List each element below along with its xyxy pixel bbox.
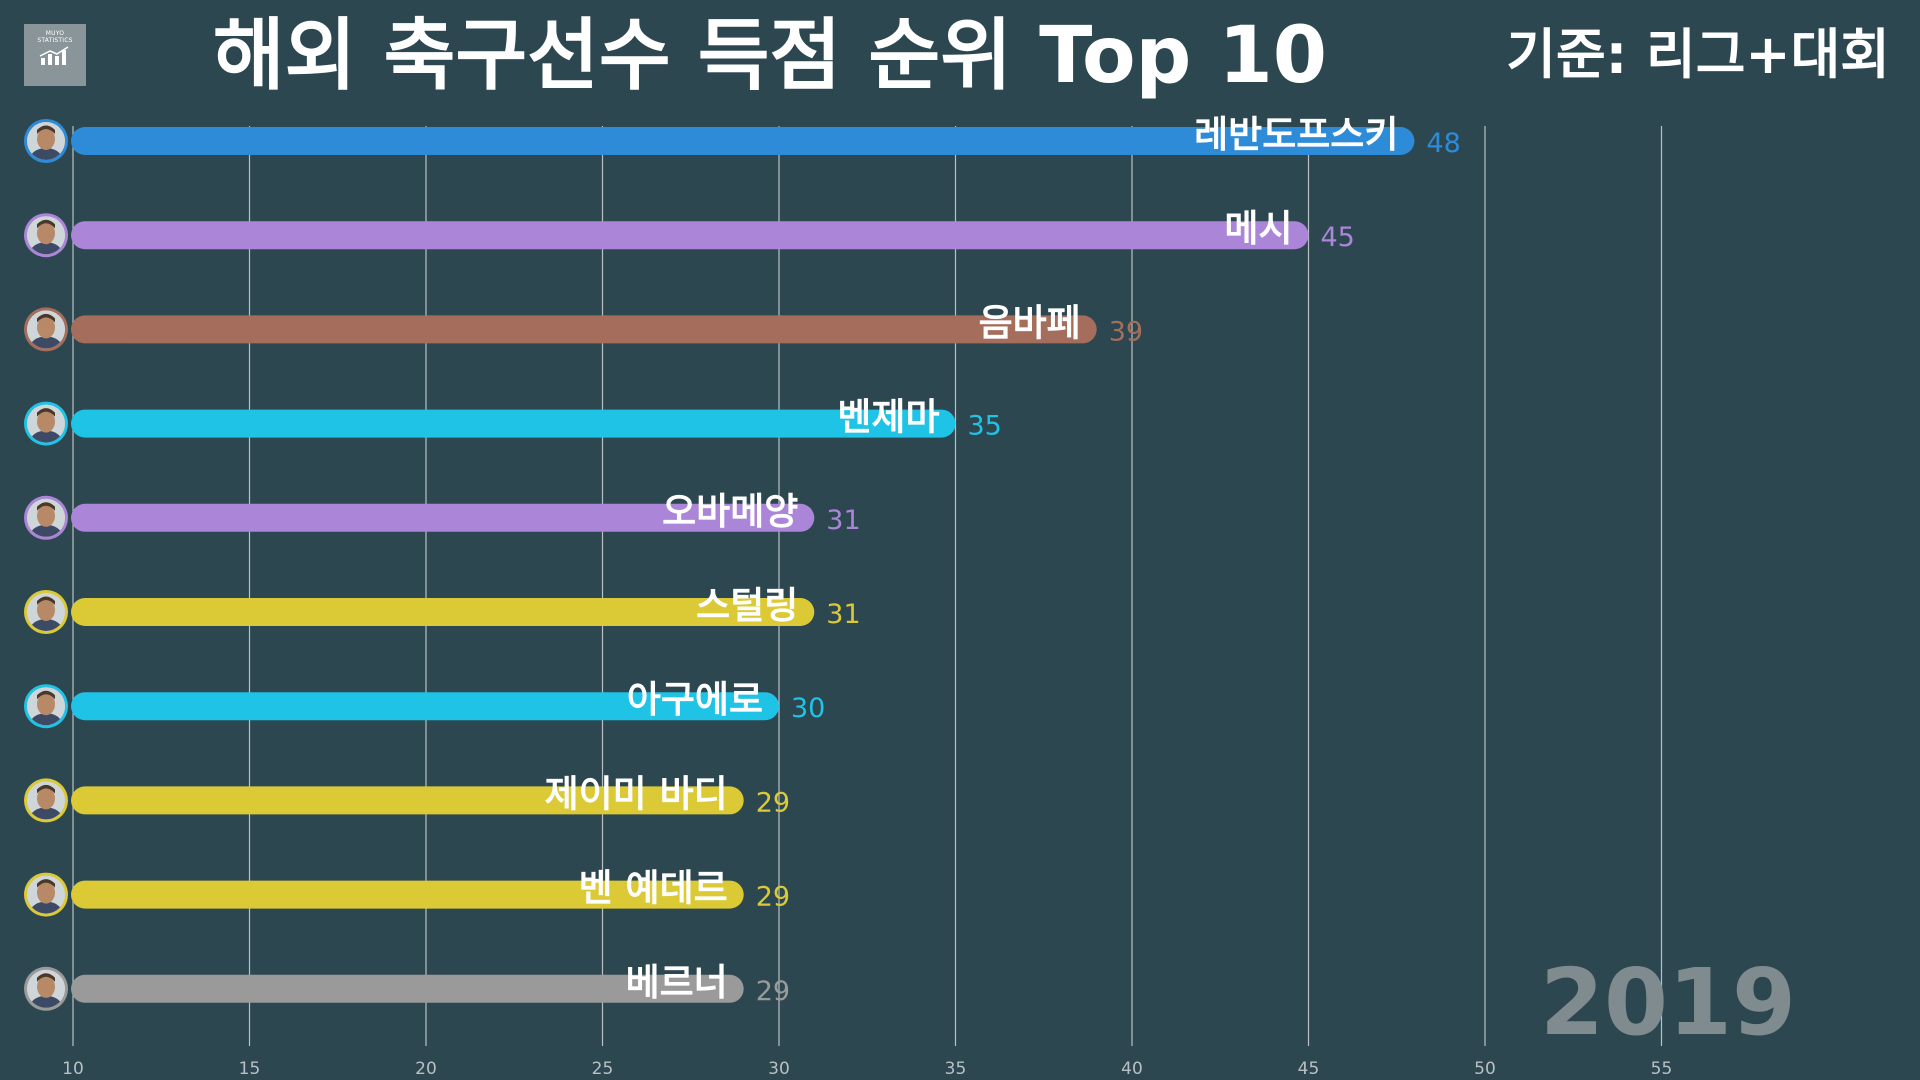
- bar-chart-icon: [39, 46, 69, 65]
- bar: [71, 692, 779, 721]
- bar: [71, 503, 815, 532]
- chart-title: 해외 축구선수 득점 순위 Top 10: [212, 11, 1328, 101]
- x-tick-label: 25: [592, 1059, 614, 1079]
- x-axis-ticks: 10 15 20 25 30 35 40 45 50 55: [62, 1059, 1672, 1079]
- bar-row: 음바페 39: [24, 301, 1143, 352]
- year-label: 2019: [1540, 949, 1797, 1056]
- bar: [71, 598, 815, 626]
- bar-row: 베르너 29: [24, 961, 790, 1011]
- bar-name-label: 메시: [1224, 207, 1292, 250]
- player-avatar-icon: [24, 307, 68, 352]
- x-tick-label: 45: [1298, 1059, 1320, 1079]
- bar-name-label: 베르너: [626, 961, 728, 1004]
- bar: [71, 974, 744, 1003]
- x-tick-label: 50: [1474, 1059, 1496, 1079]
- bar-row: 스털링 31: [24, 584, 861, 634]
- bar-name-label: 스털링: [696, 584, 798, 627]
- x-tick-label: 20: [415, 1059, 437, 1079]
- player-avatar-icon: [24, 684, 68, 729]
- x-tick-label: 35: [945, 1059, 967, 1079]
- bar: [71, 127, 1415, 155]
- bar-row: 제이미 바디 29: [24, 772, 790, 823]
- x-tick-label: 40: [1121, 1059, 1143, 1079]
- bar-name-label: 아구에로: [627, 678, 763, 721]
- player-avatar-icon: [24, 119, 68, 163]
- bar-value-label: 31: [826, 599, 860, 630]
- bar-value-label: 48: [1426, 128, 1460, 159]
- bar-name-label: 오바메양: [662, 490, 798, 533]
- bar: [71, 409, 956, 438]
- bar-row: 메시 45: [24, 207, 1355, 258]
- bar-value-label: 29: [756, 787, 790, 818]
- player-avatar-icon: [24, 590, 68, 634]
- channel-logo: MUYO STATISTICS: [24, 24, 86, 86]
- bar-value-label: 31: [826, 505, 860, 536]
- player-avatar-icon: [24, 213, 68, 258]
- x-tick-label: 30: [768, 1059, 790, 1079]
- x-tick-label: 55: [1651, 1059, 1673, 1079]
- bar: [71, 315, 1097, 344]
- bars: 레반도프스키 48 메시 45 음바페 39 벤제마 35 오바메양 31 스털링 31 아구에로 30 제…: [24, 113, 1461, 1011]
- bar-value-label: 30: [791, 693, 825, 724]
- bar-name-label: 음바페: [979, 301, 1081, 344]
- player-avatar-icon: [24, 401, 68, 446]
- bar-name-label: 레반도프스키: [1194, 113, 1398, 156]
- bar-value-label: 39: [1109, 316, 1143, 347]
- bar-value-label: 29: [756, 882, 790, 913]
- bar-name-label: 벤제마: [837, 396, 939, 439]
- bar: [71, 221, 1309, 250]
- player-avatar-icon: [24, 966, 68, 1011]
- bar-value-label: 45: [1321, 222, 1355, 253]
- bar-row: 오바메양 31: [24, 490, 861, 540]
- player-avatar-icon: [24, 495, 68, 540]
- bar-row: 아구에로 30: [24, 678, 825, 729]
- bar-name-label: 제이미 바디: [545, 772, 728, 815]
- x-tick-label: 15: [239, 1059, 261, 1079]
- bar-value-label: 35: [968, 411, 1002, 442]
- bar: [71, 880, 744, 909]
- player-avatar-icon: [24, 778, 68, 823]
- bar-name-label: 벤 예데르: [579, 867, 728, 910]
- logo-text: MUYO STATISTICS: [37, 30, 73, 44]
- x-tick-label: 10: [62, 1059, 84, 1079]
- bar-value-label: 29: [756, 976, 790, 1007]
- bar-row: 벤제마 35: [24, 396, 1002, 446]
- bar-row: 레반도프스키 48: [24, 113, 1461, 163]
- player-avatar-icon: [24, 872, 68, 917]
- bar: [71, 786, 744, 815]
- bar-row: 벤 예데르 29: [24, 867, 790, 917]
- criteria-label: 기준: 리그+대회: [1506, 23, 1890, 86]
